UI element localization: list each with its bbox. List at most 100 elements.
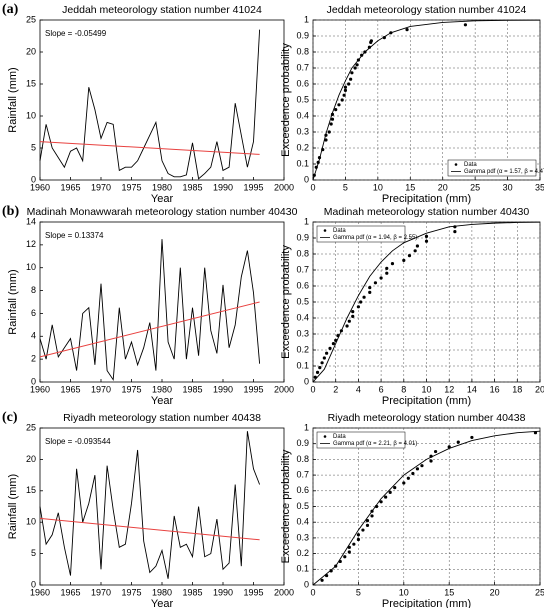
data-point <box>390 262 395 266</box>
x-tick-label: 8 <box>401 384 406 394</box>
y-tick-label: 0 <box>304 376 309 386</box>
x-tick-label: 25 <box>470 182 480 192</box>
y-tick-label: 1 <box>304 422 309 432</box>
y-tick-label: 0.6 <box>296 485 309 495</box>
y-tick-label: 0.2 <box>296 548 309 558</box>
y-tick-label: 0.2 <box>296 142 309 152</box>
y-tick-label: 25 <box>26 422 36 432</box>
x-tick-label: 1960 <box>30 587 50 597</box>
legend-box <box>316 225 406 243</box>
data-point <box>320 361 324 365</box>
legend-label: Gamma pdf (α = 1.57, β = 4.47) <box>464 169 544 175</box>
data-point <box>379 276 383 280</box>
y-tick-label: 5 <box>31 142 36 152</box>
y-axis-label: Rainfall (mm) <box>7 269 19 334</box>
x-tick-label: 0 <box>310 384 315 394</box>
x-axis-label: Precipitation (mm) <box>382 193 471 205</box>
x-tick-label: 10 <box>421 384 431 394</box>
y-tick-label: 0.9 <box>296 438 309 448</box>
data-point <box>407 254 412 258</box>
annotation: Slope = 0.13374 <box>45 231 104 240</box>
x-tick-label: 0 <box>310 182 315 192</box>
data-point <box>320 578 324 582</box>
x-tick-label: 2 <box>333 384 338 394</box>
data-point <box>470 435 474 440</box>
data-point <box>356 305 360 309</box>
data-point <box>385 266 389 270</box>
data-point <box>424 239 429 243</box>
data-point <box>324 138 328 142</box>
x-tick-label: 15 <box>444 587 454 597</box>
x-axis-label: Year <box>151 395 174 407</box>
x-tick-label: 1985 <box>182 182 202 192</box>
x-tick-label: 0 <box>310 587 315 597</box>
y-tick-label: 0 <box>304 579 309 589</box>
y-tick-label: 10 <box>26 262 36 272</box>
y-axis-label: Rainfall (mm) <box>7 67 19 132</box>
data-point <box>463 23 468 27</box>
x-tick-label: 1965 <box>60 182 80 192</box>
x-tick-label: 12 <box>444 384 454 394</box>
chart-title: Riyadh meteorology station number 40438 <box>63 412 261 424</box>
data-point <box>334 108 338 112</box>
x-tick-label: 1990 <box>213 182 233 192</box>
data-point <box>367 45 372 49</box>
data-point <box>388 490 392 494</box>
data-point <box>352 542 356 546</box>
data-point <box>365 519 370 523</box>
data-point <box>406 476 410 480</box>
y-tick-label: 0.2 <box>296 344 309 354</box>
data-point <box>342 93 346 97</box>
data-point <box>379 500 383 504</box>
x-axis-label: Precipitation (mm) <box>382 598 471 608</box>
legend-label: Gamma pdf (α = 2.21, β = 4.01) <box>333 441 417 447</box>
y-tick-label: 15 <box>26 78 36 88</box>
data-point <box>322 356 326 360</box>
y-tick-label: 0.1 <box>296 360 309 370</box>
data-point <box>456 440 460 444</box>
data-point <box>343 555 347 559</box>
fit-curve <box>312 19 541 181</box>
x-tick-label: 6 <box>379 384 384 394</box>
data-point <box>447 445 451 449</box>
x-tick-label: 1960 <box>30 384 50 394</box>
data-point <box>359 300 363 304</box>
data-point <box>347 319 351 323</box>
x-tick-label: 1970 <box>91 384 111 394</box>
x-tick-label: 1970 <box>91 587 111 597</box>
y-tick-label: 10 <box>26 517 36 527</box>
data-point <box>369 39 373 43</box>
x-tick-label: 1970 <box>91 182 111 192</box>
y-tick-label: 0.5 <box>296 501 309 511</box>
annotation: Slope = -0.093544 <box>45 437 111 446</box>
y-tick-label: 0.3 <box>296 532 309 542</box>
data-point <box>373 281 378 285</box>
data-point <box>347 550 351 554</box>
x-tick-label: 25 <box>535 587 544 597</box>
y-tick-label: 0.8 <box>296 454 309 464</box>
data-point <box>343 88 348 92</box>
y-tick-label: 0.4 <box>296 110 309 120</box>
y-tick-label: 0.4 <box>296 517 309 527</box>
chart-title: Riyadh meteorology station number 40438 <box>328 412 526 424</box>
data-point <box>350 71 354 75</box>
y-tick-label: 0.7 <box>296 62 309 72</box>
y-axis-label: Exceedence probability <box>280 43 292 157</box>
data-point <box>424 234 429 238</box>
y-tick-label: 2 <box>31 354 36 364</box>
data-point <box>402 481 406 485</box>
chart-title: Madinah Monawwarah meteorology station n… <box>27 206 298 218</box>
y-tick-label: 1 <box>304 14 309 24</box>
data-point <box>368 290 372 294</box>
data-point <box>362 295 366 299</box>
x-tick-label: 1980 <box>152 384 172 394</box>
x-tick-label: 1975 <box>121 182 141 192</box>
x-axis-label: Year <box>151 598 174 608</box>
y-tick-label: 6 <box>31 308 36 318</box>
x-tick-label: 5 <box>343 182 348 192</box>
x-tick-label: 1975 <box>121 384 141 394</box>
panel-label: (b) <box>2 204 19 219</box>
data-point <box>325 351 329 355</box>
data-point <box>331 342 336 346</box>
